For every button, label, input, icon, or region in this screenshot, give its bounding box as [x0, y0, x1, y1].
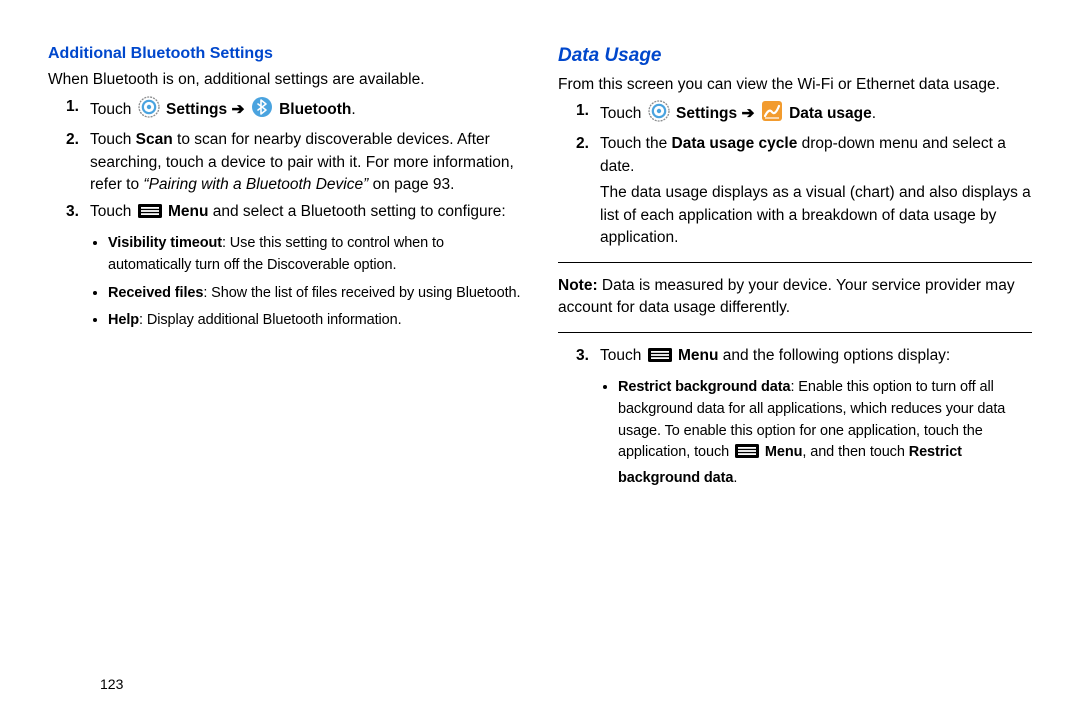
arrow-icon: ➔: [231, 101, 248, 118]
right-step-3-bullets: Restrict background data: Enable this op…: [600, 377, 1032, 490]
note-text: Data is measured by your device. Your se…: [558, 277, 1015, 316]
menu-label: Menu: [164, 203, 209, 220]
note-label: Note:: [558, 277, 598, 294]
text: .: [872, 105, 876, 122]
step-content: Touch Settings ➔ Data usage.: [600, 100, 1032, 129]
text: on page 93.: [368, 176, 454, 193]
text: and the following options display:: [718, 347, 950, 364]
bluetooth-icon: [251, 96, 273, 125]
text: .: [351, 101, 355, 118]
right-step-1: 1. Touch Settings ➔ Data usage.: [576, 100, 1032, 129]
menu-label: Menu: [674, 347, 719, 364]
right-steps-b: 3. Touch Menu and the following options …: [576, 345, 1032, 496]
reference-title: “Pairing with a Bluetooth Device”: [143, 176, 368, 193]
step-number: 2.: [66, 129, 90, 196]
datausagecycle-label: Data usage cycle: [672, 135, 798, 152]
arrow-icon: ➔: [741, 105, 758, 122]
step-2-para2: The data usage displays as a visual (cha…: [600, 182, 1032, 249]
text: Touch: [600, 347, 646, 364]
divider: [558, 332, 1032, 333]
text: Touch: [600, 105, 646, 122]
right-column: Data Usage From this screen you can view…: [540, 42, 1050, 710]
text: Touch: [90, 101, 136, 118]
bullet-term: Help: [108, 312, 139, 328]
scan-label: Scan: [136, 131, 173, 148]
left-steps: 1. Touch Settings ➔ Bluetooth. 2. Touch …: [66, 96, 522, 338]
right-intro: From this screen you can view the Wi-Fi …: [558, 74, 1032, 96]
datausage-icon: [761, 100, 783, 129]
left-step-3: 3. Touch Menu and select a Bluetooth set…: [66, 201, 522, 338]
step-content: Touch Scan to scan for nearby discoverab…: [90, 129, 522, 196]
step-content: Touch Menu and the following options dis…: [600, 345, 1032, 496]
left-heading: Additional Bluetooth Settings: [48, 42, 522, 65]
text: Touch the: [600, 135, 672, 152]
menu-label: Menu: [761, 444, 802, 460]
left-step-3-bullets: Visibility timeout: Use this setting to …: [90, 233, 522, 332]
bullet-item: Received files: Show the list of files r…: [108, 283, 522, 305]
step-number: 1.: [576, 100, 600, 129]
left-column: Additional Bluetooth Settings When Bluet…: [30, 42, 540, 710]
menu-icon: [138, 202, 162, 227]
page-number: 123: [100, 676, 123, 692]
note-block: Note: Data is measured by your device. Y…: [558, 275, 1032, 320]
step-number: 3.: [66, 201, 90, 338]
divider: [558, 262, 1032, 263]
step-content: Touch Menu and select a Bluetooth settin…: [90, 201, 522, 338]
left-step-2: 2. Touch Scan to scan for nearby discove…: [66, 129, 522, 196]
bullet-text: .: [733, 470, 737, 486]
right-heading: Data Usage: [558, 42, 1032, 70]
step-number: 1.: [66, 96, 90, 125]
text: and select a Bluetooth setting to config…: [208, 203, 505, 220]
right-step-2: 2. Touch the Data usage cycle drop-down …: [576, 133, 1032, 249]
bullet-text: : Display additional Bluetooth informati…: [139, 312, 402, 328]
bullet-item: Visibility timeout: Use this setting to …: [108, 233, 522, 277]
page: Additional Bluetooth Settings When Bluet…: [0, 0, 1080, 720]
text: Touch: [90, 203, 136, 220]
step-number: 3.: [576, 345, 600, 496]
menu-icon: [735, 442, 759, 468]
bullet-item: Help: Display additional Bluetooth infor…: [108, 310, 522, 332]
bullet-term: Restrict background data: [618, 379, 790, 395]
bullet-item: Restrict background data: Enable this op…: [618, 377, 1032, 490]
settings-label: Settings: [676, 105, 737, 122]
step-content: Touch the Data usage cycle drop-down men…: [600, 133, 1032, 249]
settings-label: Settings: [166, 101, 227, 118]
step-content: Touch Settings ➔ Bluetooth.: [90, 96, 522, 125]
left-intro: When Bluetooth is on, additional setting…: [48, 69, 522, 91]
left-step-1: 1. Touch Settings ➔ Bluetooth.: [66, 96, 522, 125]
settings-icon: [648, 100, 670, 129]
bullet-term: Visibility timeout: [108, 235, 222, 251]
bluetooth-label: Bluetooth: [279, 101, 351, 118]
bullet-text: , and then touch: [802, 444, 908, 460]
right-steps-a: 1. Touch Settings ➔ Data usage. 2. Touch…: [576, 100, 1032, 250]
bullet-term: Received files: [108, 285, 203, 301]
settings-icon: [138, 96, 160, 125]
right-step-3: 3. Touch Menu and the following options …: [576, 345, 1032, 496]
step-number: 2.: [576, 133, 600, 249]
text: Touch: [90, 131, 136, 148]
datausage-label: Data usage: [789, 105, 872, 122]
menu-icon: [648, 346, 672, 371]
bullet-text: : Show the list of files received by usi…: [203, 285, 520, 301]
